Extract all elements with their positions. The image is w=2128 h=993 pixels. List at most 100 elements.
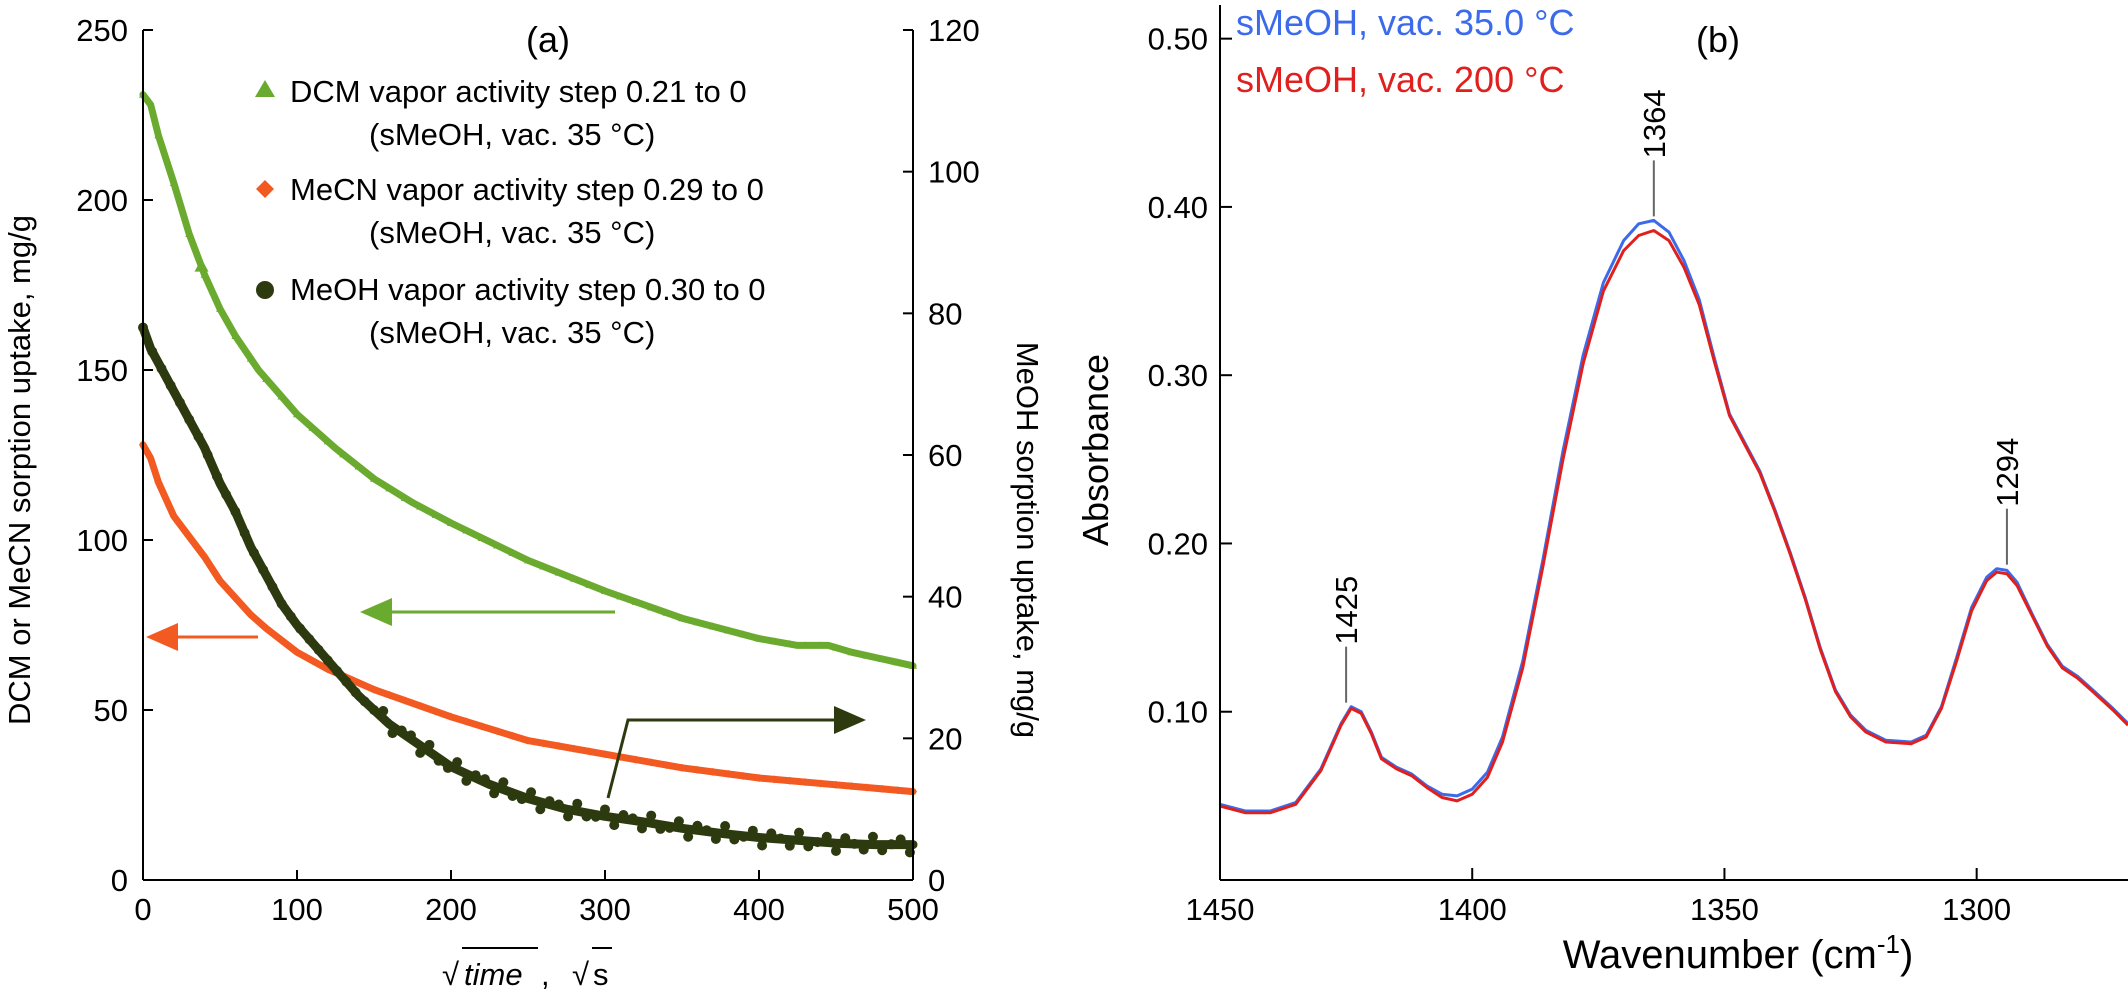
data-point [385, 691, 394, 700]
data-point [262, 374, 271, 382]
data-point [400, 493, 409, 501]
b-y-tick-label: 0.50 [1148, 22, 1208, 57]
data-point [230, 506, 241, 517]
data-point [313, 644, 324, 655]
data-point [585, 747, 594, 756]
legend-sub-dcm: (sMeOH, vac. 35 °C) [369, 117, 655, 152]
left-y-tick-label: 0 [111, 863, 128, 898]
data-point [601, 750, 609, 759]
right-y-tick-label: 80 [928, 296, 962, 331]
data-point [350, 687, 361, 698]
data-point [524, 736, 532, 745]
data-point [801, 641, 810, 649]
data-point [200, 270, 209, 278]
data-point [293, 410, 301, 418]
data-point [200, 553, 209, 561]
peak-label: 1425 [1329, 576, 1364, 645]
data-point [433, 755, 444, 766]
data-point [803, 841, 814, 852]
b-x-tick-label: 1300 [1942, 892, 2011, 927]
data-point [647, 603, 656, 611]
data-point [849, 838, 860, 849]
data-point [479, 774, 490, 785]
data-point [431, 707, 440, 716]
data-point [470, 770, 481, 781]
b-y-tick-label: 0.40 [1148, 190, 1208, 225]
data-point [526, 787, 537, 798]
xlabel-unit: s [593, 957, 609, 992]
data-point [400, 696, 409, 705]
data-point [258, 564, 269, 575]
data-point [416, 502, 425, 510]
data-point [385, 484, 394, 492]
series-trace [138, 323, 918, 850]
data-point [452, 757, 463, 768]
right-y-tick-label: 100 [928, 155, 980, 190]
b-y-tick-label: 0.20 [1148, 526, 1208, 561]
data-point [169, 512, 178, 521]
data-point [169, 179, 178, 186]
left-y-tick-label: 250 [76, 13, 128, 48]
data-point [784, 840, 795, 851]
data-point [724, 626, 733, 634]
data-point [862, 651, 871, 659]
data-point [710, 833, 721, 844]
data-point [462, 717, 471, 726]
data-point [554, 742, 563, 751]
data-point [708, 622, 717, 630]
data-point [739, 630, 748, 638]
data-point [231, 593, 240, 602]
data-point [563, 811, 574, 822]
data-point [202, 450, 213, 460]
data-point [647, 758, 656, 767]
data-point [248, 547, 259, 558]
data-point [477, 722, 486, 731]
data-point [636, 823, 647, 834]
data-point [893, 658, 902, 666]
data-point [369, 705, 379, 715]
data-point [877, 845, 888, 856]
data-point [194, 258, 209, 272]
data-point [359, 696, 370, 707]
xlabel-close: ) [1900, 933, 1913, 977]
data-point [678, 763, 686, 772]
data-point [516, 794, 527, 805]
data-point [477, 533, 486, 541]
right-y-tick-label: 60 [928, 438, 962, 473]
data-point [627, 813, 638, 824]
b-x-tick-label: 1450 [1186, 892, 1255, 927]
data-point [692, 820, 703, 831]
data-point [646, 810, 657, 821]
data-point [442, 762, 453, 773]
left-y-tick-label: 100 [76, 523, 128, 558]
data-point [785, 640, 794, 648]
data-point [601, 587, 609, 594]
data-point [304, 634, 315, 645]
data-point [498, 777, 509, 788]
peak-annotations: 1425 1364 1294 [1329, 89, 2025, 703]
data-point [847, 648, 856, 656]
sqrt-sign-time: √ [442, 957, 459, 992]
data-point [339, 450, 348, 458]
data-point [766, 828, 777, 839]
data-point [662, 608, 671, 616]
data-point [322, 655, 333, 666]
data-point [462, 526, 471, 534]
data-point [165, 380, 176, 391]
data-point [840, 833, 851, 844]
data-point [424, 739, 435, 750]
data-point [572, 798, 583, 809]
data-point [370, 685, 378, 694]
data-point [847, 782, 856, 791]
data-point [308, 423, 317, 431]
data-point [493, 541, 502, 549]
data-point [664, 822, 675, 833]
legend-label-200c: sMeOH, vac. 200 °C [1236, 59, 1565, 100]
data-point [886, 839, 897, 850]
data-point [693, 765, 702, 774]
data-point [447, 712, 455, 721]
data-point [211, 471, 222, 482]
x-tick-label: 200 [425, 892, 477, 927]
data-point [738, 831, 749, 842]
